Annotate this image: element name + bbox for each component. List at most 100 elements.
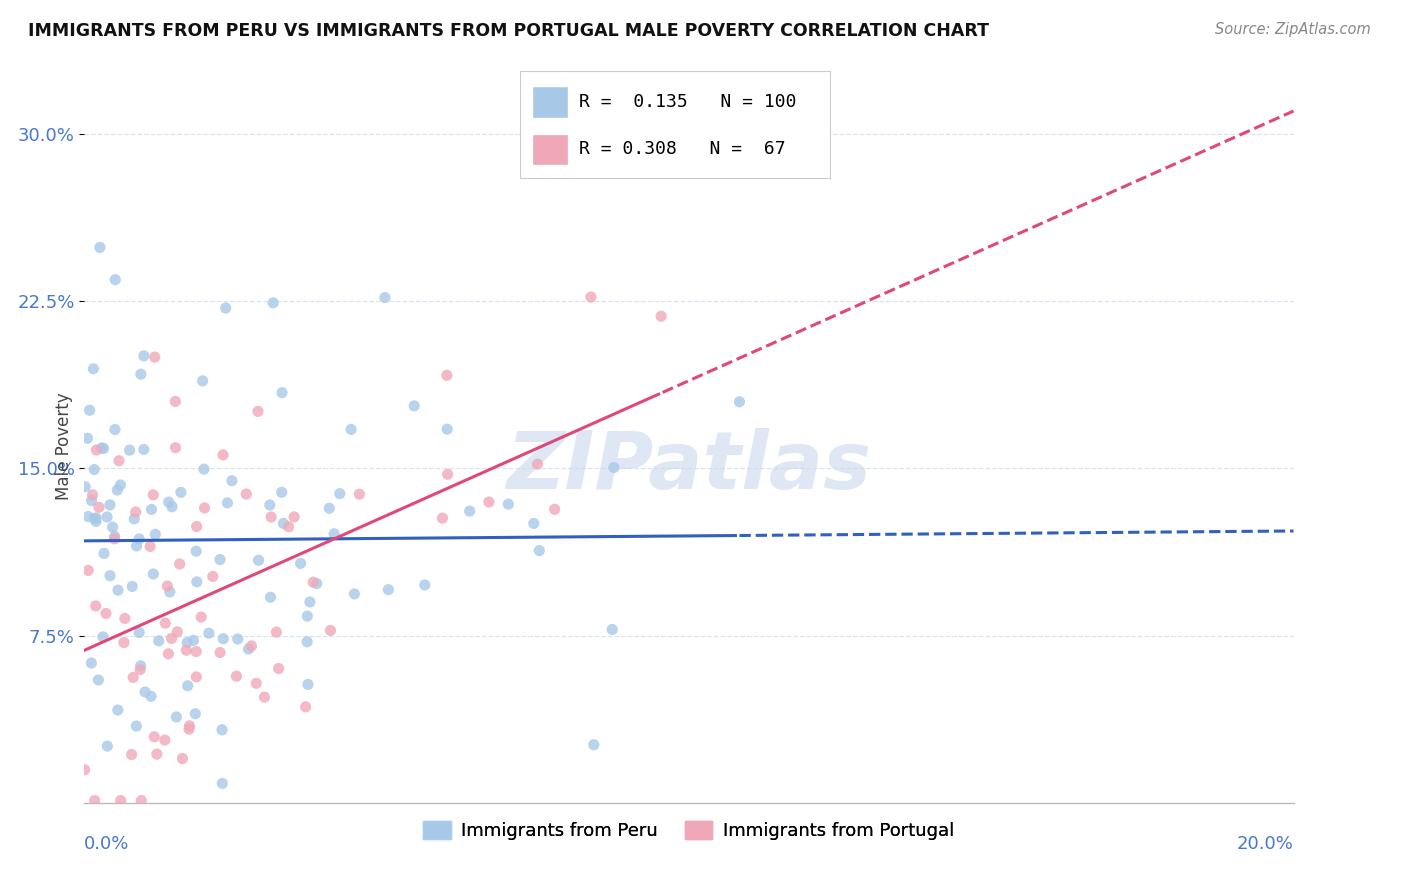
Point: [82, 361, 104, 376]
Point: [156, 579, 179, 593]
Point: [77, 563, 100, 577]
Point: [80, 656, 103, 670]
Point: [240, 639, 263, 653]
Point: [290, 557, 312, 571]
Point: [160, 632, 183, 646]
Point: [75, 480, 97, 494]
Point: [125, 719, 148, 733]
Legend: Immigrants from Peru, Immigrants from Portugal: Immigrants from Peru, Immigrants from Po…: [416, 814, 962, 847]
Point: [302, 575, 325, 590]
Point: [101, 520, 124, 534]
Point: [319, 624, 342, 638]
Point: [323, 526, 346, 541]
Point: [340, 422, 363, 436]
Point: [96, 739, 118, 753]
Point: [76, 431, 98, 445]
Point: [193, 500, 215, 515]
Point: [90, 441, 112, 455]
Point: [118, 443, 141, 458]
Point: [176, 643, 198, 657]
Point: [122, 512, 145, 526]
Point: [318, 501, 340, 516]
Point: [728, 394, 751, 409]
Point: [436, 422, 458, 436]
Point: [121, 747, 143, 762]
Point: [177, 722, 200, 736]
Point: [98, 568, 121, 582]
Point: [212, 632, 235, 646]
Point: [179, 719, 201, 733]
Point: [129, 367, 152, 381]
Point: [343, 587, 366, 601]
Point: [298, 595, 321, 609]
Point: [103, 532, 125, 546]
Point: [297, 677, 319, 691]
Point: [523, 516, 546, 531]
Point: [582, 738, 605, 752]
Text: 0.0%: 0.0%: [84, 835, 129, 853]
Point: [329, 486, 352, 500]
Point: [176, 635, 198, 649]
Point: [217, 496, 239, 510]
Point: [82, 488, 104, 502]
Point: [107, 703, 129, 717]
Point: [142, 488, 165, 502]
Point: [87, 673, 110, 687]
Point: [543, 502, 565, 516]
Point: [186, 644, 208, 658]
Point: [128, 625, 150, 640]
Point: [141, 502, 163, 516]
Point: [259, 591, 281, 605]
Point: [77, 509, 100, 524]
Point: [478, 495, 501, 509]
Point: [221, 474, 243, 488]
Point: [190, 610, 212, 624]
FancyBboxPatch shape: [533, 87, 567, 118]
Point: [129, 663, 152, 677]
Point: [277, 520, 299, 534]
Point: [193, 462, 215, 476]
Point: [159, 585, 181, 599]
Point: [186, 544, 208, 558]
Point: [160, 500, 183, 514]
Point: [297, 609, 319, 624]
Point: [84, 511, 107, 525]
Point: [165, 710, 187, 724]
Point: [186, 574, 208, 589]
Point: [529, 543, 551, 558]
Point: [108, 454, 131, 468]
Point: [260, 510, 283, 524]
Point: [186, 670, 208, 684]
Point: [155, 616, 177, 631]
Point: [157, 495, 180, 509]
Point: [121, 579, 143, 593]
Point: [165, 441, 187, 455]
Point: [184, 706, 207, 721]
Point: [134, 685, 156, 699]
Point: [245, 676, 267, 690]
Point: [143, 350, 166, 364]
Point: [374, 291, 396, 305]
Point: [86, 443, 108, 458]
Point: [305, 576, 328, 591]
Point: [235, 487, 257, 501]
Point: [125, 505, 148, 519]
Point: [270, 485, 292, 500]
Point: [84, 515, 107, 529]
Point: [295, 635, 318, 649]
Point: [79, 403, 101, 417]
Point: [404, 399, 426, 413]
Point: [246, 404, 269, 418]
Point: [349, 487, 371, 501]
Point: [176, 679, 198, 693]
Text: 20.0%: 20.0%: [1237, 835, 1294, 853]
Point: [266, 625, 288, 640]
Point: [600, 623, 623, 637]
Point: [104, 273, 127, 287]
Point: [225, 669, 247, 683]
Point: [139, 690, 162, 704]
Point: [104, 423, 127, 437]
Point: [271, 385, 294, 400]
Point: [579, 290, 602, 304]
Point: [87, 500, 110, 515]
